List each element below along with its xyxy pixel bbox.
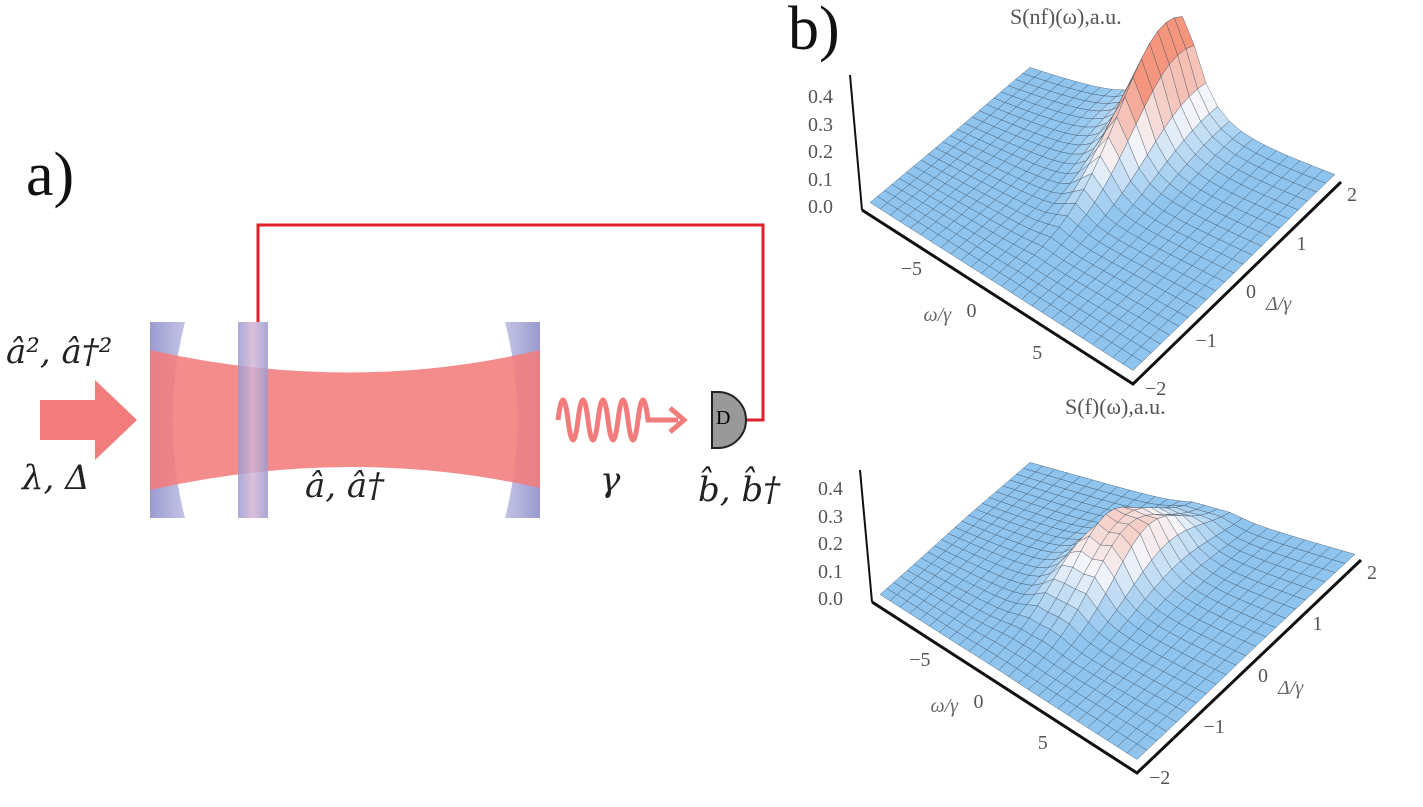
plot1-z-tick: 0.1 [808, 168, 833, 191]
plot2-z-tick: 0.1 [818, 560, 843, 583]
plot2-base-frame [871, 558, 1363, 775]
decay-rate-label: γ [600, 460, 621, 500]
plot1-z-tick: 0.3 [808, 113, 833, 136]
output-mode-label: b̂, b̂† [698, 470, 781, 510]
plot2-z-tick: 0.3 [818, 505, 843, 528]
cavity-mode-label: â, â† [305, 466, 385, 506]
plot2-surface-patch [1126, 743, 1148, 760]
feedback-line [256, 223, 765, 422]
pump-operator-label: â², â†² [6, 332, 113, 372]
plot2-omega-tick: −5 [909, 649, 931, 672]
plot2-delta-tick: 2 [1367, 562, 1377, 584]
plot1-delta-tick: 1 [1296, 232, 1307, 255]
plot1-delta-tick: 2 [1347, 184, 1357, 206]
plot1-title: S(nf)(ω),a.u. [1010, 4, 1122, 29]
plot1-omega-tick: 0 [966, 300, 977, 322]
detector-icon [711, 391, 747, 449]
plot1-delta-label: Δ/γ [1266, 293, 1292, 315]
plot2-title: S(f)(ω),a.u. [1065, 394, 1166, 419]
output-wave [555, 397, 678, 443]
plot2-z-tick: 0.4 [818, 478, 843, 500]
plot1-z-tick: 0.2 [808, 141, 833, 163]
plot1-omega-tick: 5 [1032, 342, 1043, 364]
detector-label: D [716, 407, 731, 429]
plot1-omega-label: ω/γ [923, 304, 952, 326]
panel-b-label: b) [788, 0, 840, 63]
plot2-delta-tick: 0 [1258, 664, 1268, 687]
plot2-omega-tick: 0 [973, 690, 984, 713]
plot2-delta-label: Δ/γ [1278, 676, 1304, 699]
pump-parameters-label: λ, Δ [22, 458, 90, 498]
plot2-z-axis [859, 469, 873, 603]
plot2-delta-tick: −2 [1149, 767, 1171, 789]
plot2-delta-tick: 1 [1312, 613, 1323, 636]
plot1-delta-tick: 0 [1246, 281, 1256, 303]
panel-a-label: a) [26, 141, 75, 209]
plot1-omega-tick: −5 [900, 258, 923, 280]
plot2-delta-tick: −1 [1203, 715, 1225, 738]
plot1-base-frame [861, 180, 1343, 386]
output-arrow-head [668, 406, 688, 434]
plot1-z-tick: 0.0 [808, 196, 833, 218]
plot1-delta-tick: −1 [1195, 329, 1217, 352]
plot1-surface-patch [1122, 355, 1143, 371]
intracavity-plate [238, 322, 268, 518]
plot2-z-tick: 0.0 [818, 588, 843, 610]
plot2-omega-tick: 5 [1037, 731, 1048, 754]
plot1-delta-tick: −2 [1145, 378, 1167, 400]
pump-arrow [40, 380, 137, 460]
plot2-z-tick: 0.2 [818, 533, 843, 555]
cavity-diagram [40, 223, 765, 518]
plot2-omega-label: ω/γ [930, 694, 959, 717]
plot1-z-axis [849, 74, 863, 211]
plot1-z-tick: 0.4 [808, 86, 833, 108]
